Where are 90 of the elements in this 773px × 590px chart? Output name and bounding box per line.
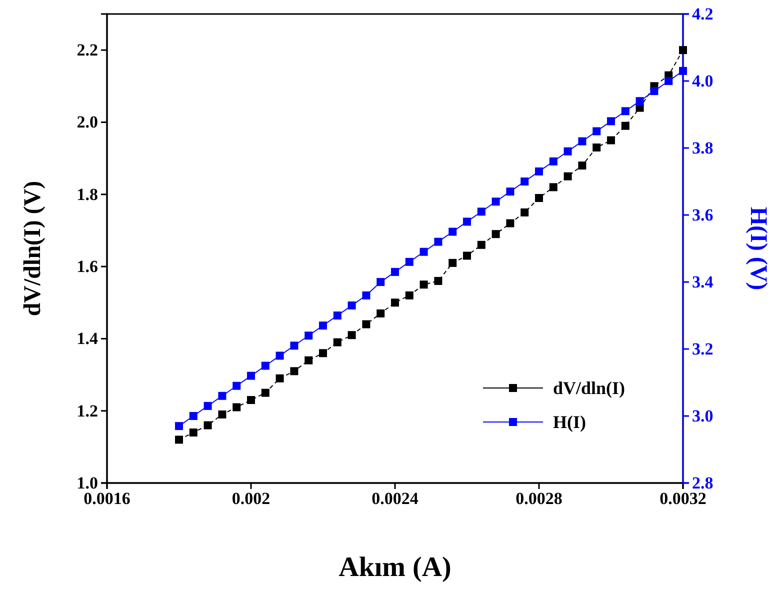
point bbox=[232, 403, 241, 412]
point bbox=[592, 143, 601, 152]
point bbox=[520, 178, 529, 186]
point bbox=[276, 352, 284, 360]
point bbox=[578, 162, 586, 170]
point bbox=[362, 291, 370, 300]
point bbox=[621, 122, 630, 130]
point bbox=[448, 258, 457, 267]
point bbox=[621, 107, 630, 116]
point bbox=[304, 356, 313, 364]
point bbox=[492, 198, 500, 206]
point bbox=[175, 436, 183, 444]
point bbox=[463, 252, 471, 260]
point bbox=[492, 230, 500, 238]
point bbox=[232, 382, 241, 390]
point bbox=[549, 157, 558, 166]
point bbox=[261, 362, 270, 370]
y2-axis-title: H(I) (V) bbox=[745, 206, 771, 290]
point bbox=[189, 412, 198, 420]
point bbox=[391, 268, 399, 276]
point bbox=[592, 127, 601, 136]
y2-tick-label: 3.8 bbox=[692, 138, 714, 158]
point bbox=[204, 421, 212, 430]
point bbox=[564, 147, 572, 156]
y-tick-label: 2.2 bbox=[76, 40, 98, 60]
y2-tick-label: 3.2 bbox=[692, 339, 714, 358]
x-tick-label: 0.002 bbox=[232, 489, 270, 508]
point bbox=[333, 338, 342, 346]
y-axis-title: dV/dln(I) (V) bbox=[20, 180, 46, 316]
point bbox=[578, 137, 586, 146]
point bbox=[607, 136, 615, 144]
y-tick-label: 1.2 bbox=[76, 401, 98, 420]
point bbox=[333, 312, 342, 320]
point bbox=[391, 298, 399, 307]
point bbox=[348, 301, 356, 310]
point bbox=[175, 422, 183, 430]
legend-label: H(I) bbox=[553, 412, 586, 432]
point bbox=[549, 183, 558, 192]
point bbox=[290, 367, 298, 376]
point bbox=[304, 332, 313, 340]
y-tick-label: 2.0 bbox=[76, 112, 98, 132]
point bbox=[319, 322, 327, 330]
point bbox=[261, 388, 270, 397]
point bbox=[564, 172, 572, 180]
point bbox=[376, 309, 385, 318]
x-tick-label: 0.0024 bbox=[372, 489, 419, 508]
point bbox=[348, 331, 356, 340]
y2-tick-label: 3.4 bbox=[692, 272, 714, 292]
y-tick-label: 1.8 bbox=[76, 184, 98, 204]
point bbox=[405, 258, 414, 266]
y2-tick-label: 4.0 bbox=[692, 71, 714, 90]
y2-tick-label: 3.0 bbox=[692, 406, 714, 426]
point bbox=[405, 291, 414, 300]
point bbox=[362, 320, 370, 328]
point bbox=[247, 372, 255, 380]
legend-label: dV/dln(I) bbox=[553, 378, 626, 398]
point bbox=[506, 219, 514, 228]
point bbox=[679, 46, 687, 54]
point bbox=[319, 349, 327, 358]
x-tick-label: 0.0028 bbox=[516, 489, 562, 508]
point bbox=[189, 428, 198, 436]
point bbox=[607, 117, 615, 126]
point bbox=[247, 396, 255, 404]
point bbox=[434, 238, 442, 246]
point bbox=[376, 278, 385, 286]
y2-tick-label: 4.2 bbox=[692, 4, 714, 24]
y-tick-label: 1.6 bbox=[76, 256, 98, 276]
point bbox=[434, 276, 442, 285]
point bbox=[650, 87, 658, 96]
point bbox=[463, 218, 471, 226]
point bbox=[535, 167, 543, 176]
y2-tick-label: 3.6 bbox=[692, 205, 714, 224]
point bbox=[636, 97, 644, 106]
point bbox=[204, 402, 212, 410]
point bbox=[218, 392, 226, 400]
point bbox=[506, 188, 514, 196]
point bbox=[477, 208, 486, 216]
point bbox=[420, 280, 428, 289]
point bbox=[290, 342, 298, 350]
point bbox=[448, 228, 457, 236]
point bbox=[679, 66, 687, 75]
y-tick-label: 1.4 bbox=[76, 329, 98, 348]
point bbox=[520, 208, 529, 216]
x-axis-title: Akım (A) bbox=[338, 552, 452, 583]
point bbox=[664, 77, 673, 85]
point bbox=[477, 240, 486, 249]
point bbox=[276, 374, 284, 382]
point bbox=[218, 410, 226, 418]
point bbox=[420, 248, 428, 256]
point bbox=[535, 194, 543, 202]
